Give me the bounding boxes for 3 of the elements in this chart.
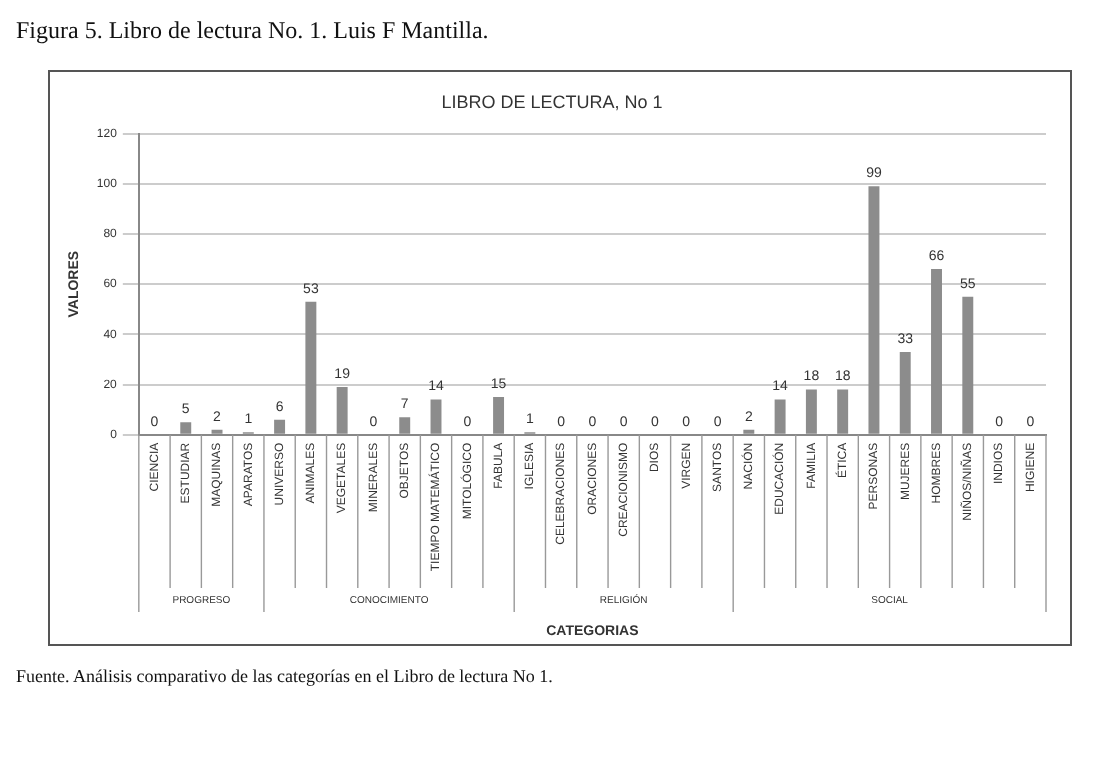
- chart-title: LIBRO DE LECTURA, No 1: [441, 91, 663, 112]
- text: Figura 5. Libro de lectura No. 1. Luis F Mantilla.: [16, 16, 491, 46]
- source-note: Fuente. Análisis comparativo de las categorías en el Libro de lectura No 1.: [16, 666, 555, 686]
